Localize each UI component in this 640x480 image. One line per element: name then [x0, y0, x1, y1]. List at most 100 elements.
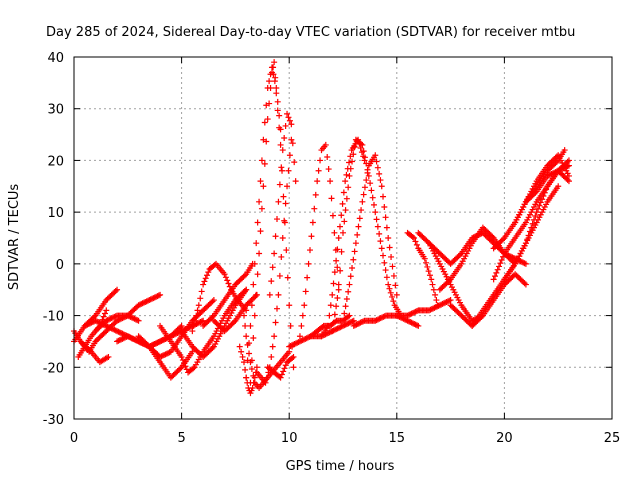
data-point — [86, 347, 93, 354]
data-point — [356, 320, 363, 327]
x-tick-label: 20 — [496, 431, 513, 446]
data-point — [338, 323, 345, 330]
data-point — [349, 264, 356, 271]
data-point — [104, 323, 111, 330]
data-point — [130, 315, 137, 322]
data-point — [114, 317, 121, 324]
data-point — [266, 100, 273, 107]
data-point — [150, 341, 157, 348]
data-point — [107, 324, 114, 331]
data-point — [536, 202, 543, 209]
data-point — [158, 353, 165, 360]
data-point — [522, 240, 529, 247]
data-point — [241, 359, 248, 366]
data-point — [294, 339, 301, 346]
data-point — [520, 259, 527, 266]
x-tick-label: 15 — [389, 431, 406, 446]
data-point — [325, 330, 332, 337]
data-point — [530, 216, 537, 223]
data-point — [324, 153, 331, 160]
data-point — [344, 320, 351, 327]
data-point — [190, 322, 197, 329]
data-point — [309, 219, 316, 226]
data-point — [408, 310, 415, 317]
data-point — [430, 286, 437, 293]
data-point — [533, 209, 540, 216]
data-point — [248, 366, 255, 373]
data-point — [328, 195, 335, 202]
data-point — [376, 230, 383, 237]
data-point — [111, 313, 118, 320]
data-point — [84, 321, 91, 328]
data-point — [333, 257, 340, 264]
data-point — [354, 231, 361, 238]
data-point — [298, 322, 305, 329]
data-point — [271, 333, 278, 340]
data-point — [246, 340, 253, 347]
data-point — [334, 325, 341, 332]
data-point — [258, 157, 265, 164]
data-point — [374, 164, 381, 171]
data-point — [124, 312, 131, 319]
data-point — [496, 263, 503, 270]
data-point — [301, 302, 308, 309]
data-point — [201, 278, 208, 285]
data-point — [254, 219, 261, 226]
data-point — [253, 364, 260, 371]
series-track-4 — [77, 338, 112, 366]
data-point — [108, 325, 115, 332]
data-point — [288, 121, 295, 128]
data-point — [126, 333, 133, 340]
data-point — [288, 342, 295, 349]
data-point — [155, 292, 162, 299]
data-point — [296, 338, 303, 345]
data-point — [446, 297, 453, 304]
data-point — [360, 318, 367, 325]
data-point — [304, 274, 311, 281]
data-point — [372, 209, 379, 216]
data-point — [564, 158, 571, 165]
data-point — [263, 138, 270, 145]
data-point — [457, 251, 464, 258]
data-point — [429, 281, 436, 288]
data-point — [134, 317, 141, 324]
data-point — [165, 350, 172, 357]
data-point — [303, 335, 310, 342]
data-point — [380, 252, 387, 259]
data-point — [268, 353, 275, 360]
data-point — [289, 140, 296, 147]
y-tick-label: -20 — [43, 361, 64, 376]
data-point — [103, 317, 110, 324]
series-track-18 — [247, 59, 297, 386]
data-point — [159, 352, 166, 359]
data-point — [130, 335, 137, 342]
data-point — [428, 276, 435, 283]
data-point — [345, 320, 352, 327]
data-point — [338, 248, 345, 255]
data-point — [179, 357, 186, 364]
data-point — [330, 319, 337, 326]
data-point — [326, 312, 333, 319]
data-point — [190, 365, 197, 372]
data-point — [101, 310, 108, 317]
data-point — [528, 224, 535, 231]
data-point — [197, 295, 204, 302]
data-point — [378, 245, 385, 252]
data-point — [373, 158, 380, 165]
data-point — [341, 218, 348, 225]
series-track-26 — [329, 136, 405, 335]
data-point — [440, 300, 447, 307]
data-point — [521, 280, 528, 287]
data-point — [149, 295, 156, 302]
data-point — [116, 329, 123, 336]
data-point — [383, 224, 390, 231]
y-tick-label: 0 — [56, 258, 64, 273]
y-tick-label: 10 — [47, 206, 64, 221]
data-point — [345, 184, 352, 191]
data-point — [241, 272, 248, 279]
data-point — [197, 319, 204, 326]
data-point — [347, 165, 354, 172]
data-point — [288, 136, 295, 143]
data-point — [370, 201, 377, 208]
data-point — [256, 250, 263, 257]
